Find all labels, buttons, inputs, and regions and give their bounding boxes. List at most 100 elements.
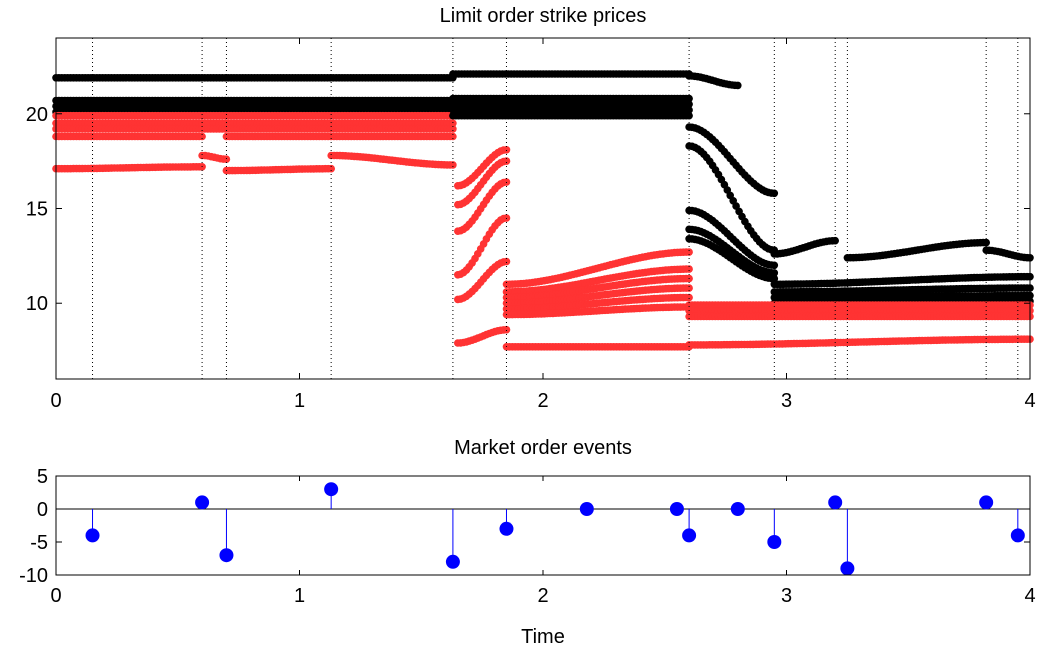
order-point xyxy=(502,146,511,154)
top-chart-dotted-lines xyxy=(92,38,1019,379)
stem-marker xyxy=(445,554,460,569)
order-track xyxy=(770,284,1034,296)
order-track xyxy=(843,238,990,262)
stem-marker xyxy=(979,495,994,510)
order-track xyxy=(52,125,457,133)
market-order-stem xyxy=(195,495,210,510)
order-track xyxy=(770,236,839,258)
order-point xyxy=(327,164,336,173)
order-track xyxy=(52,132,206,141)
market-order-stem xyxy=(767,509,782,549)
market-order-stem xyxy=(979,495,994,510)
order-point xyxy=(685,284,693,292)
order-point xyxy=(770,261,779,270)
order-track xyxy=(52,96,457,105)
x-tick-label: 2 xyxy=(537,390,548,412)
order-point xyxy=(449,161,457,169)
stem-marker xyxy=(840,561,855,576)
x-tick-label: 1 xyxy=(294,390,305,412)
market-order-stem xyxy=(682,509,697,543)
order-track xyxy=(222,164,336,175)
order-track xyxy=(502,284,693,308)
order-point xyxy=(502,325,511,334)
order-track xyxy=(52,163,206,173)
stem-marker xyxy=(682,528,697,543)
order-track xyxy=(449,111,693,120)
order-track xyxy=(52,74,457,82)
x-tick-label: 0 xyxy=(50,585,61,607)
order-track xyxy=(327,151,457,169)
stem-marker xyxy=(669,502,684,516)
top-chart-title: Limit order strike prices xyxy=(440,5,647,27)
order-track xyxy=(502,303,693,319)
order-track xyxy=(454,257,511,304)
x-tick-label: 1 xyxy=(294,585,305,607)
stem-marker xyxy=(219,548,234,563)
y-tick-label: 10 xyxy=(26,293,48,315)
order-point xyxy=(502,257,511,266)
y-tick-label: -10 xyxy=(19,565,48,587)
y-tick-label: 0 xyxy=(37,499,48,521)
y-tick-label: -5 xyxy=(30,532,48,554)
order-track xyxy=(685,225,779,277)
order-track xyxy=(502,343,693,351)
stem-marker xyxy=(195,495,210,510)
order-point xyxy=(685,111,693,120)
stem-marker xyxy=(499,521,514,536)
order-track xyxy=(685,312,1034,321)
stem-marker xyxy=(828,495,843,510)
stem-marker xyxy=(85,528,100,543)
order-track xyxy=(502,265,693,296)
market-order-stem xyxy=(828,495,843,510)
stem-marker xyxy=(579,502,594,516)
order-point xyxy=(734,81,742,90)
order-track xyxy=(502,248,693,289)
order-track xyxy=(449,106,693,114)
order-point xyxy=(685,265,693,273)
order-track xyxy=(685,72,742,90)
market-order-stem xyxy=(579,502,594,516)
order-track xyxy=(449,94,693,103)
order-point xyxy=(222,155,231,163)
order-point xyxy=(685,248,693,256)
market-order-stem xyxy=(840,509,855,576)
x-tick-label: 3 xyxy=(781,585,792,607)
bottom-chart-x-axis-label: Time xyxy=(521,626,565,648)
stem-marker xyxy=(767,535,782,549)
order-track xyxy=(685,206,779,270)
market-order-stem xyxy=(669,502,684,516)
x-tick-label: 3 xyxy=(781,390,792,412)
order-track xyxy=(502,274,693,302)
top-chart-points xyxy=(52,70,1034,351)
order-point xyxy=(449,125,457,133)
order-track xyxy=(685,301,1034,309)
order-track xyxy=(685,307,1034,315)
order-track xyxy=(449,100,693,109)
order-point xyxy=(502,157,511,165)
order-track xyxy=(449,70,693,78)
stem-marker xyxy=(1010,528,1025,543)
x-tick-label: 0 xyxy=(50,390,61,412)
order-point xyxy=(685,100,693,109)
order-track xyxy=(685,142,779,254)
y-tick-label: 20 xyxy=(26,104,48,126)
bottom-chart-title: Market order events xyxy=(454,437,632,459)
order-track xyxy=(52,119,457,128)
x-tick-label: 4 xyxy=(1024,390,1035,412)
order-point xyxy=(831,236,839,245)
order-point xyxy=(198,132,206,141)
order-track xyxy=(685,123,779,198)
order-track xyxy=(770,291,1034,302)
order-track xyxy=(454,325,511,347)
stem-marker xyxy=(730,502,745,516)
order-track xyxy=(454,146,511,190)
bottom-chart-ticks: 0 1 2 3 4 5 0 -5 -10 xyxy=(19,466,1035,607)
market-order-stem xyxy=(85,509,100,543)
order-point xyxy=(449,119,457,128)
order-point xyxy=(449,132,457,141)
order-track xyxy=(198,151,231,163)
top-chart-ticks: 0 1 2 3 4 10 15 20 xyxy=(26,38,1036,412)
order-track xyxy=(52,102,457,110)
stem-marker xyxy=(324,482,339,497)
